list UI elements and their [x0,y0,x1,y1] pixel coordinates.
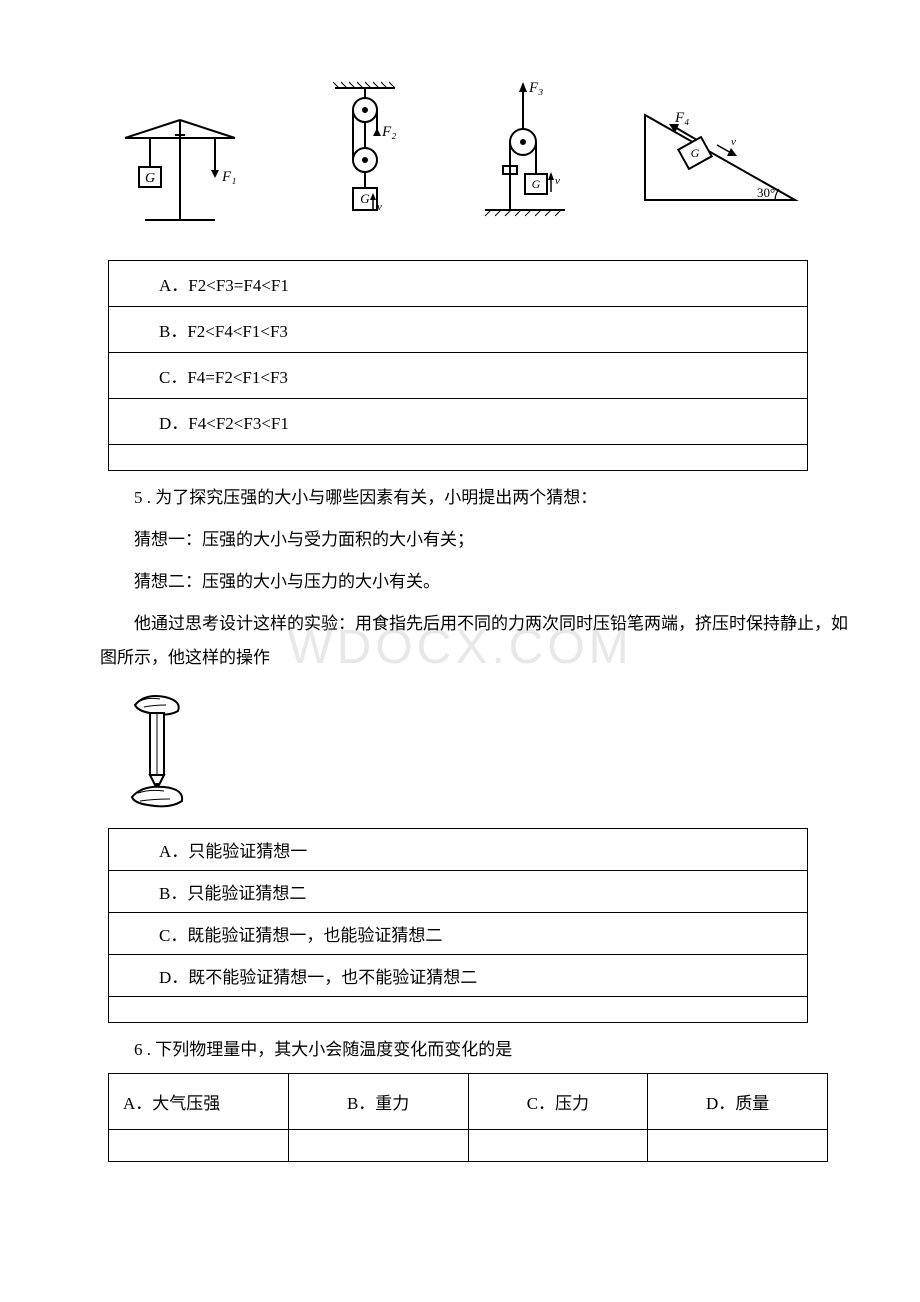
q5-options-table: A．只能验证猜想一 B．只能验证猜想二 C．既能验证猜想一，也能验证猜想二 D．… [108,828,808,1023]
q4-options-table: A．F2<F3=F4<F1 B．F2<F4<F1<F3 C．F4=F2<F1<F… [108,260,808,471]
q6-option-d: D．质量 [648,1074,828,1130]
q6-blank-c [468,1130,648,1162]
g2-label: G [360,191,370,206]
q4-diagrams: G F₁ [60,70,860,240]
q6-options-table: A．大气压强 B．重力 C．压力 D．质量 [108,1073,828,1162]
q5-option-d: D．既不能验证猜想一，也不能验证猜想二 [109,955,808,997]
f3-label: F₃ [528,80,543,96]
diagram-pulley-block: F₂ G v [315,70,415,240]
v3-label: v [555,175,560,187]
q5-option-a: A．只能验证猜想一 [109,829,808,871]
v4-label: v [731,136,736,148]
q6-blank-d [648,1130,828,1162]
q6-stem: 6 . 下列物理量中，其大小会随温度变化而变化的是 [100,1033,860,1067]
q5-guess2: 猜想二：压强的大小与压力的大小有关。 [100,565,860,599]
diagram-crane: G F₁ [105,75,265,235]
v2-label: v [377,201,382,213]
q6-blank-a [109,1130,289,1162]
q5-stem: 5 . 为了探究压强的大小与哪些因素有关，小明提出两个猜想： [100,481,860,515]
q6-option-a: A．大气压强 [109,1074,289,1130]
q4-option-d: D．F4<F2<F3<F1 [109,399,808,445]
q5-figure-pencil [120,687,860,822]
q5-option-c: C．既能验证猜想一，也能验证猜想二 [109,913,808,955]
q4-option-b: B．F2<F4<F1<F3 [109,307,808,353]
q5-body: 他通过思考设计这样的实验：用食指先后用不同的力两次同时压铅笔两端，挤压时保持静止… [100,607,860,675]
q6-blank-b [288,1130,468,1162]
q4-option-c: C．F4=F2<F1<F3 [109,353,808,399]
angle-label: 30° [757,185,775,200]
q6-option-b: B．重力 [288,1074,468,1130]
g3-label: G [532,177,541,191]
q4-option-a: A．F2<F3=F4<F1 [109,261,808,307]
diagram-pulley-stand: F₃ G v [465,70,575,240]
f1-label: F₁ [221,169,236,185]
f2-label: F₂ [381,124,396,140]
q4-blank [109,445,808,471]
q5-guess1: 猜想一：压强的大小与受力面积的大小有关； [100,523,860,557]
q5-option-b: B．只能验证猜想二 [109,871,808,913]
g4-label: G [691,146,700,160]
q5-blank [109,997,808,1023]
g-label: G [145,171,155,186]
diagram-incline: F₄ G v 30° [625,85,815,225]
q6-option-c: C．压力 [468,1074,648,1130]
f4-label: F₄ [674,110,689,126]
